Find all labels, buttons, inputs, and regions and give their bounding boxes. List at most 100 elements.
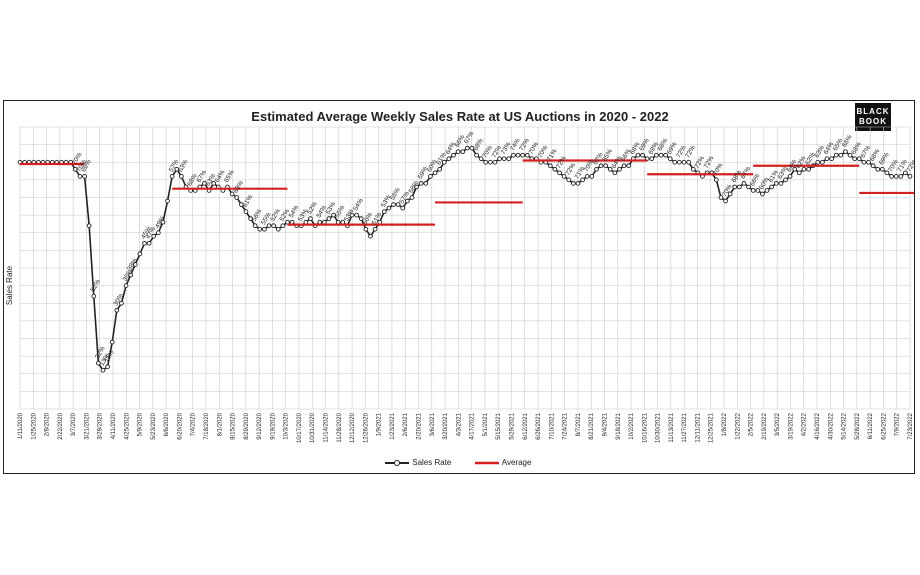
sales-rate-point: [824, 156, 830, 162]
sales-rate-point: [405, 198, 410, 204]
x-tick-label: 5/14/2022: [842, 412, 848, 439]
sales-rate-point: [109, 339, 115, 345]
sales-rate-point: [460, 149, 466, 155]
x-tick-label: 4/17/2021: [470, 412, 476, 439]
sales-rate-point: [713, 177, 719, 183]
data-label: 66%: [841, 134, 854, 149]
sales-rate-point: [469, 145, 475, 151]
sales-rate-point: [289, 219, 295, 225]
x-tick-label: 7/9/2022: [895, 412, 901, 436]
legend-average-label: Average: [501, 458, 532, 467]
x-tick-label: 6/25/2022: [881, 412, 887, 439]
x-tick-label: 3/19/2022: [788, 412, 794, 439]
sales-rate-point: [423, 181, 429, 186]
sales-rate-point: [773, 181, 779, 186]
sales-rate-point: [787, 173, 793, 179]
sales-rate-point: [354, 212, 359, 218]
sales-rate-point: [737, 184, 742, 190]
sales-rate-point: [750, 188, 756, 193]
x-tick-label: 12/25/2021: [709, 412, 715, 443]
sales-rate-point: [732, 184, 738, 190]
sales-rate-point: [598, 163, 604, 169]
sales-rate-point: [114, 307, 120, 313]
sales-rate-point: [681, 159, 687, 165]
x-tick-label: 6/6/2020: [164, 412, 170, 436]
x-tick-label: 5/15/2021: [496, 412, 502, 439]
sales-rate-point: [174, 166, 180, 172]
x-tick-label: 7/18/2020: [204, 412, 210, 439]
x-tick-label: 4/30/2022: [828, 412, 834, 439]
sales-rate-point: [520, 152, 525, 158]
sales-rate-point: [552, 166, 558, 172]
sales-rate-point: [446, 156, 452, 162]
sales-rate-point: [594, 166, 599, 172]
x-tick-label: 1/23/2021: [390, 412, 396, 439]
sales-rate-point: [266, 223, 272, 229]
sales-rate-point: [391, 202, 396, 207]
x-tick-label: 10/16/2021: [642, 412, 648, 443]
x-tick-label: 3/6/2021: [430, 412, 436, 436]
legend-average: Average: [474, 458, 531, 467]
sales-rate-point: [672, 159, 678, 165]
x-tick-label: 9/18/2021: [616, 412, 622, 439]
sales-rate-point: [893, 173, 899, 179]
sales-rate-point: [875, 166, 881, 172]
legend-sales-rate: Sales Rate: [384, 458, 451, 467]
sales-rate-point: [275, 226, 281, 232]
sales-rate-point: [91, 293, 97, 299]
x-tick-label: 12/26/2020: [363, 412, 369, 443]
x-tick-label: 8/1/2020: [217, 412, 223, 436]
sales-rate-point: [497, 156, 502, 162]
x-tick-label: 10/30/2021: [656, 412, 662, 443]
sales-rate-point: [409, 195, 415, 200]
sales-rate-point: [474, 152, 479, 158]
sales-rate-point: [358, 216, 364, 221]
sales-rate-point: [464, 145, 470, 151]
sales-rate-point: [96, 360, 101, 366]
sales-rate-point: [165, 198, 170, 204]
sales-rate-point: [179, 173, 184, 179]
sales-rate-point: [478, 156, 484, 162]
data-label: 63%: [232, 180, 245, 195]
sales-rate-point: [285, 219, 290, 225]
sales-rate-point: [584, 173, 590, 179]
legend-sales-rate-swatch: [385, 459, 409, 466]
x-tick-label: 8/21/2021: [589, 412, 595, 439]
x-tick-label: 7/23/2022: [908, 412, 914, 439]
data-label: 61%: [242, 194, 255, 209]
sales-rate-point: [234, 195, 240, 200]
sales-rate-point: [663, 152, 668, 158]
sales-rate-point: [151, 233, 157, 239]
sales-rate-point: [202, 181, 207, 186]
sales-rate-point: [248, 216, 253, 221]
data-label: 72%: [684, 144, 697, 159]
sales-rate-point: [169, 173, 175, 179]
data-label: 63%: [177, 158, 190, 173]
sales-rate-point: [718, 195, 724, 200]
sales-rate-point: [437, 166, 442, 172]
sales-rate-point: [806, 166, 811, 172]
sales-rate-point: [441, 159, 447, 165]
sales-rate-point: [723, 198, 728, 204]
sales-rate-point: [778, 181, 784, 186]
sales-rate-point: [829, 156, 834, 162]
black-book-logo: BLACK BOOK: [855, 103, 891, 131]
x-tick-label: 7/24/2021: [563, 412, 569, 439]
sales-rate-point: [262, 226, 267, 232]
sales-rate-point: [229, 191, 235, 197]
sales-rate-point: [898, 173, 904, 179]
sales-rate-point: [414, 184, 419, 190]
sales-rate-point: [322, 219, 327, 225]
x-tick-label: 3/20/2021: [443, 412, 449, 439]
sales-rate-point: [561, 173, 567, 179]
x-tick-label: 6/11/2022: [868, 412, 874, 439]
sales-rate-point: [123, 283, 129, 288]
sales-rate-point: [658, 152, 664, 158]
logo-line2: BOOK: [859, 117, 887, 126]
chart-frame: Estimated Average Weekly Sales Rate at U…: [3, 100, 915, 474]
sales-rate-point: [852, 156, 858, 162]
sales-rate-point: [727, 191, 733, 197]
data-label: 54%: [352, 197, 365, 212]
sales-rate-point: [612, 170, 618, 176]
x-tick-label: 11/13/2021: [669, 412, 675, 442]
